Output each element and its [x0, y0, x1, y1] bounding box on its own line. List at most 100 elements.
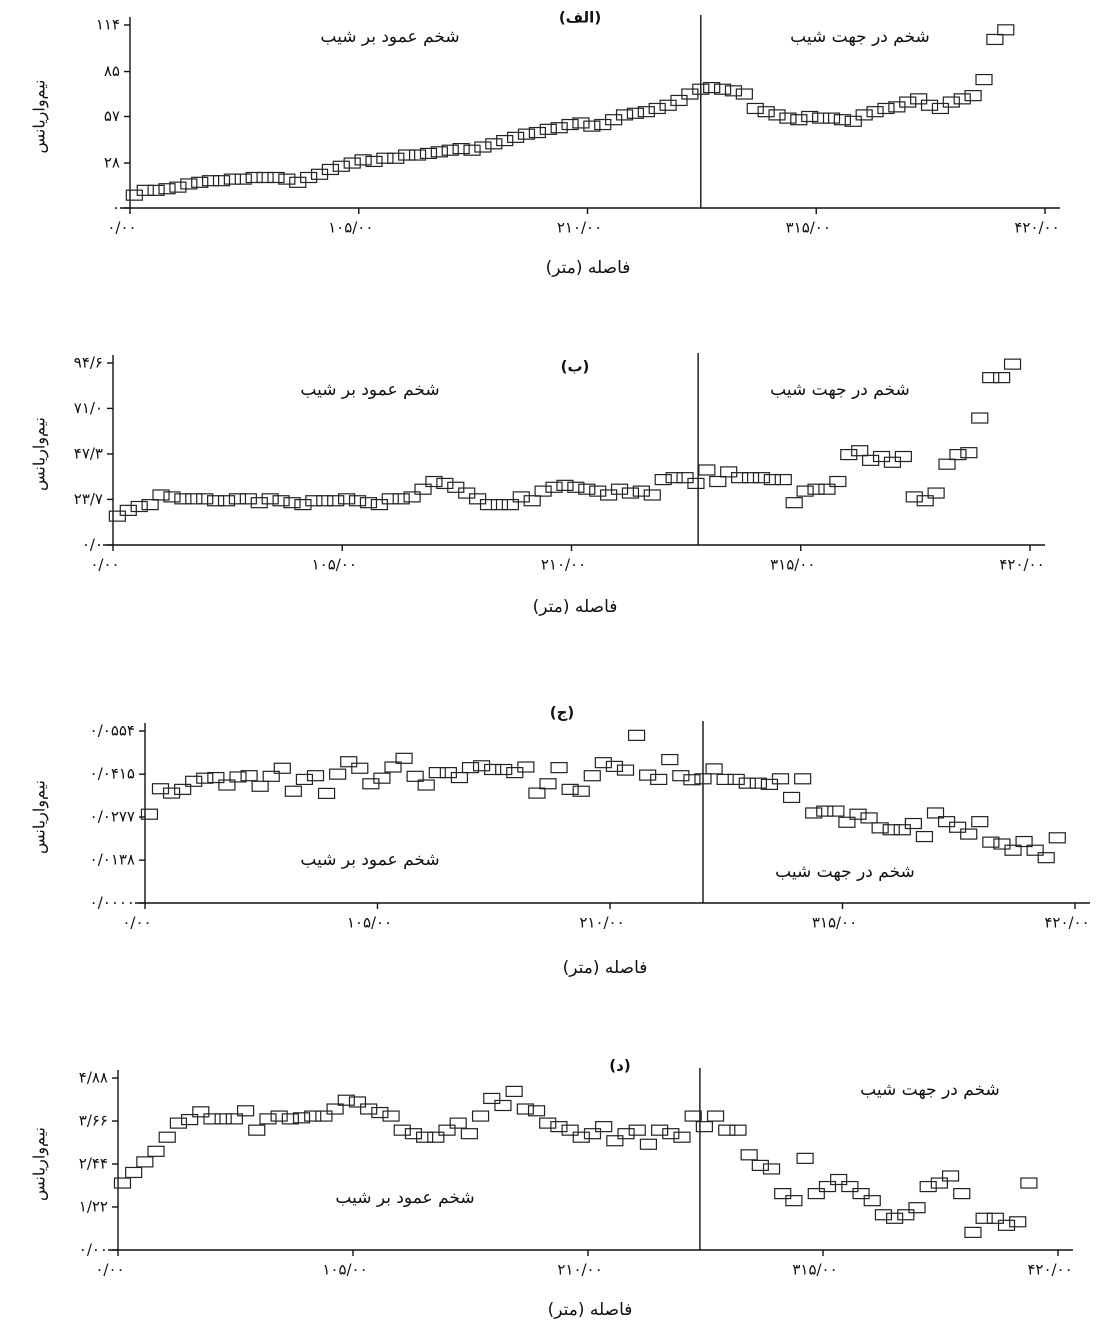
- marker: [561, 1124, 579, 1136]
- chart-title: (ج): [550, 704, 575, 722]
- annotation: شخم در جهت شیب: [790, 27, 930, 47]
- marker: [975, 1212, 993, 1224]
- y-tick-label: ۰: [112, 199, 120, 217]
- marker: [556, 479, 574, 491]
- y-axis-label: نیم‌واریانس: [30, 79, 50, 153]
- marker: [181, 1113, 199, 1126]
- x-tick-label: ۰/۰۰: [95, 1261, 124, 1279]
- marker: [472, 760, 491, 772]
- marker: [877, 102, 895, 115]
- marker: [949, 821, 967, 833]
- marker: [626, 107, 645, 119]
- marker: [1026, 844, 1044, 856]
- marker: [348, 1096, 367, 1108]
- marker: [632, 485, 650, 497]
- marker: [648, 102, 666, 115]
- marker: [539, 123, 557, 135]
- marker: [147, 184, 165, 196]
- marker: [416, 1131, 434, 1143]
- marker: [236, 1105, 255, 1117]
- marker: [812, 112, 830, 124]
- marker: [662, 1128, 680, 1140]
- marker: [329, 768, 347, 780]
- x-tick-label: ۳۱۵/۰۰: [770, 556, 815, 574]
- marker: [192, 1106, 210, 1118]
- marker: [452, 143, 470, 155]
- marker: [692, 83, 710, 95]
- marker: [883, 456, 902, 468]
- marker: [665, 472, 683, 484]
- marker: [306, 770, 325, 782]
- chart-title: (ب): [561, 358, 590, 376]
- marker: [751, 1159, 769, 1172]
- marker: [830, 1173, 848, 1186]
- marker: [130, 500, 148, 513]
- marker: [248, 1124, 266, 1136]
- marker: [993, 838, 1011, 850]
- marker: [256, 171, 274, 184]
- marker: [605, 760, 624, 772]
- marker: [829, 475, 847, 488]
- marker: [527, 1105, 546, 1117]
- marker: [158, 1131, 176, 1143]
- marker: [191, 176, 209, 188]
- marker: [294, 498, 312, 511]
- annotation: شخم در جهت شیب: [770, 380, 910, 400]
- marker: [594, 757, 612, 769]
- marker: [840, 448, 858, 461]
- chart-title: (د): [609, 1057, 630, 1075]
- marker: [583, 120, 601, 132]
- marker: [404, 1128, 423, 1140]
- x-axis-label: فاصله (متر): [533, 597, 618, 617]
- marker: [899, 96, 917, 108]
- marker: [371, 1106, 389, 1119]
- marker: [583, 1128, 602, 1140]
- marker: [720, 466, 738, 478]
- marker: [217, 495, 236, 507]
- marker: [768, 109, 786, 121]
- marker: [774, 473, 792, 486]
- marker: [561, 783, 579, 795]
- marker: [469, 493, 487, 505]
- marker: [550, 1121, 568, 1133]
- y-tick-label: ۲۳/۷: [74, 490, 103, 508]
- marker: [882, 824, 900, 836]
- marker: [292, 1112, 311, 1124]
- marker: [741, 472, 760, 484]
- marker: [403, 491, 421, 503]
- marker: [337, 1094, 355, 1106]
- y-tick-label: ۰/۰۲۷۷: [90, 808, 135, 826]
- marker: [393, 1124, 411, 1136]
- marker: [595, 1121, 613, 1133]
- marker: [140, 808, 159, 820]
- marker: [136, 1156, 154, 1168]
- marker: [822, 112, 841, 124]
- marker: [676, 472, 694, 484]
- marker: [908, 1202, 926, 1214]
- marker: [1009, 1216, 1027, 1228]
- marker: [278, 173, 296, 185]
- marker: [684, 1110, 702, 1122]
- marker: [782, 791, 801, 804]
- marker: [162, 787, 181, 799]
- marker: [1020, 1177, 1038, 1189]
- x-tick-label: ۲۱۰/۰۰: [579, 914, 624, 932]
- y-tick-label: ۳/۶۶: [79, 1112, 108, 1130]
- marker: [986, 33, 1004, 46]
- marker: [169, 1117, 188, 1129]
- marker: [855, 109, 873, 121]
- marker: [516, 1103, 534, 1115]
- marker: [790, 114, 808, 126]
- annotation: شخم عمود بر شیب: [335, 1188, 474, 1208]
- y-tick-label: ۸۵: [104, 62, 120, 80]
- marker: [838, 816, 856, 828]
- marker: [449, 1117, 467, 1129]
- marker: [427, 1131, 445, 1143]
- marker: [354, 154, 372, 166]
- marker: [458, 487, 476, 499]
- marker: [718, 1124, 736, 1136]
- y-tick-label: ۴/۸۸: [79, 1069, 108, 1087]
- marker: [801, 110, 819, 123]
- marker: [964, 1226, 982, 1238]
- marker: [713, 83, 732, 95]
